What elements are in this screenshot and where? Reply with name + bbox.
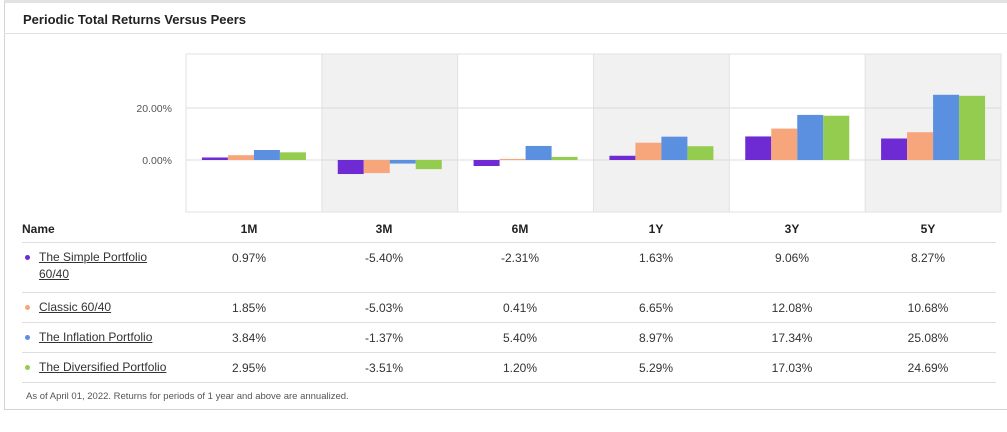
cell-value: -1.37% — [364, 331, 404, 345]
cell-value: 8.27% — [910, 251, 946, 265]
cell-value: 1.20% — [502, 361, 538, 375]
series-dot-simple — [25, 255, 30, 260]
column-header-5y: 5Y — [860, 216, 996, 243]
panel-title: Periodic Total Returns Versus Peers — [23, 12, 247, 27]
bar — [635, 142, 662, 160]
column-header-6m: 6M — [452, 216, 588, 243]
cell-value: 9.06% — [774, 251, 810, 265]
y-tick-label: 20.00% — [136, 103, 172, 115]
cell-value: 17.03% — [771, 361, 813, 375]
portfolio-link-diversified[interactable]: The Diversified Portfolio — [39, 360, 167, 374]
cell-value: 6.65% — [638, 301, 674, 315]
bar — [499, 158, 526, 160]
table-row: The Inflation Portfolio 3.84% -1.37% 5.4… — [22, 322, 996, 353]
bar — [253, 150, 280, 160]
cell-value: 17.34% — [771, 331, 813, 345]
cell-value: -2.31% — [500, 251, 540, 265]
portfolio-link-inflation[interactable]: The Inflation Portfolio — [39, 330, 153, 344]
cell-value: 5.40% — [502, 331, 538, 345]
returns-bar-chart: 20.00% 0.00% — [136, 53, 1002, 213]
cell-value: 1.85% — [231, 301, 267, 315]
plot-frame — [185, 53, 1002, 213]
bar — [745, 136, 772, 160]
table-row: Classic 60/40 1.85% -5.03% 0.41% 6.65% 1… — [22, 292, 996, 323]
series-dot-inflation — [25, 335, 30, 340]
bar — [771, 128, 798, 160]
bar — [279, 152, 306, 160]
returns-panel — [4, 0, 1007, 410]
bar — [661, 136, 688, 160]
title-divider — [4, 33, 1007, 34]
category-band — [186, 54, 322, 212]
cell-value: 5.29% — [638, 361, 674, 375]
table-row: The Diversified Portfolio 2.95% -3.51% 1… — [22, 352, 996, 383]
cell-value: 3.84% — [231, 331, 267, 345]
portfolio-link-classic[interactable]: Classic 60/40 — [39, 300, 112, 314]
cell-value: -5.40% — [364, 251, 404, 265]
table-header-row: Name 1M 3M 6M 1Y 3Y 5Y — [22, 216, 996, 243]
cell-value: 0.41% — [502, 301, 538, 315]
cell-value: 24.69% — [907, 361, 949, 375]
bar — [907, 132, 934, 160]
bar — [525, 145, 552, 160]
bar — [551, 156, 578, 160]
bar — [609, 155, 636, 160]
series-dot-diversified — [25, 365, 30, 370]
bar — [201, 157, 228, 160]
column-header-3m: 3M — [316, 216, 452, 243]
cell-value: 8.97% — [638, 331, 674, 345]
column-header-name: Name — [22, 216, 182, 243]
cell-value: -3.51% — [364, 361, 404, 375]
column-header-1m: 1M — [182, 216, 316, 243]
cell-value: 25.08% — [907, 331, 949, 345]
series-dot-classic — [25, 305, 30, 310]
bar — [687, 146, 714, 160]
cell-value: 2.95% — [231, 361, 267, 375]
cell-value: 1.63% — [638, 251, 674, 265]
category-band — [321, 54, 458, 212]
bar — [389, 160, 416, 164]
footnote: As of April 01, 2022. Returns for period… — [26, 391, 349, 402]
bar — [227, 155, 254, 160]
bar — [797, 114, 824, 160]
bar — [881, 138, 908, 160]
bar — [823, 115, 850, 160]
bar — [473, 160, 500, 167]
bar — [337, 160, 364, 175]
bar — [363, 160, 390, 174]
portfolio-link-simple[interactable]: The Simple Portfolio 60/40 — [39, 250, 148, 281]
column-header-1y: 1Y — [588, 216, 724, 243]
column-header-3y: 3Y — [724, 216, 860, 243]
bar — [933, 94, 960, 160]
category-band — [457, 54, 594, 212]
cell-value: 12.08% — [771, 301, 813, 315]
y-tick-label: 0.00% — [142, 155, 172, 167]
returns-table: Name 1M 3M 6M 1Y 3Y 5Y The Simple Portfo… — [22, 216, 996, 383]
cell-value: -5.03% — [364, 301, 404, 315]
cell-value: 0.97% — [231, 251, 267, 265]
category-band — [593, 54, 730, 212]
bar — [415, 160, 442, 170]
bar — [959, 95, 986, 160]
cell-value: 10.68% — [907, 301, 949, 315]
table-row: The Simple Portfolio 60/40 0.97% -5.40% -… — [22, 242, 996, 293]
